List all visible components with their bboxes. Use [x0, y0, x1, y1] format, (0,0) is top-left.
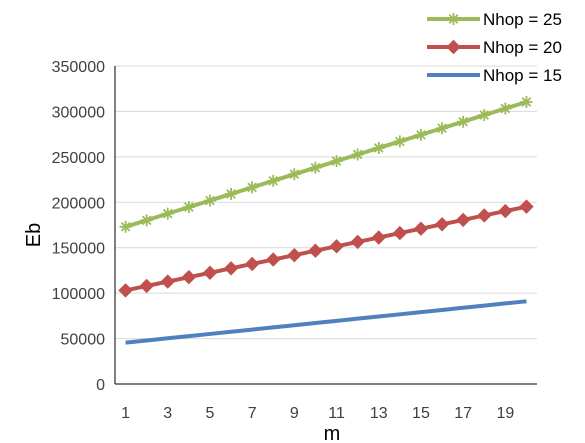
series-1 — [118, 199, 534, 298]
y-tick-label: 200000 — [52, 195, 105, 212]
x-tick-label: 11 — [328, 405, 345, 422]
data-point — [223, 261, 239, 276]
data-point — [160, 274, 175, 289]
gridlines — [115, 65, 537, 340]
data-point — [203, 194, 216, 207]
data-point — [287, 247, 302, 263]
data-point — [350, 234, 365, 250]
y-tick-label: 350000 — [52, 59, 105, 76]
legend-item: Nhop = 25 — [427, 10, 562, 29]
x-tick-label: 19 — [496, 405, 514, 422]
legend-item: Nhop = 15 — [427, 66, 562, 85]
axes — [114, 66, 537, 385]
series-0 — [119, 95, 533, 233]
legend-label: Nhop = 20 — [483, 38, 562, 57]
x-tick-label: 15 — [412, 405, 430, 422]
data-point — [436, 122, 449, 135]
series-line — [125, 299, 527, 345]
y-tick-label: 250000 — [52, 150, 105, 167]
data-point — [308, 243, 323, 258]
data-point — [393, 135, 406, 148]
y-tick-label: 300000 — [52, 104, 105, 121]
data-point — [140, 214, 153, 227]
data-point — [498, 203, 513, 219]
x-tick-labels: 1 3 5 7 9 11 13 15 17 19 — [121, 405, 514, 422]
data-point — [372, 141, 385, 154]
data-point — [267, 174, 280, 187]
data-point — [266, 252, 281, 267]
data-point — [119, 220, 132, 233]
data-point — [499, 102, 512, 115]
legend-label: Nhop = 25 — [483, 10, 562, 29]
data-point — [225, 187, 238, 200]
y-tick-label: 100000 — [52, 286, 105, 303]
data-point — [330, 155, 343, 168]
data-point — [371, 230, 386, 245]
data-point — [246, 181, 259, 194]
data-point — [139, 278, 154, 294]
data-point — [118, 283, 133, 298]
data-point — [392, 225, 408, 241]
data-point — [520, 95, 533, 108]
x-tick-label: 3 — [163, 405, 172, 422]
data-point — [244, 256, 260, 272]
y-tick-label: 150000 — [52, 241, 105, 258]
y-axis-label: Eb — [23, 223, 45, 247]
data-point — [477, 208, 492, 223]
x-tick-label: 7 — [248, 405, 257, 422]
x-tick-label: 13 — [370, 405, 388, 422]
series-group — [118, 95, 534, 345]
legend-marker — [446, 39, 461, 55]
data-point — [478, 109, 491, 122]
x-tick-label: 5 — [205, 405, 214, 422]
series-line — [124, 100, 528, 229]
data-point — [351, 148, 364, 161]
data-point — [182, 201, 195, 214]
y-tick-label: 50000 — [61, 332, 106, 349]
data-point — [455, 212, 471, 228]
x-tick-label: 1 — [121, 405, 130, 422]
legend-marker — [447, 13, 460, 25]
data-point — [519, 199, 534, 214]
legend: Nhop = 25 Nhop = 20 Nhop = 15 — [427, 10, 562, 85]
data-point — [457, 115, 470, 128]
data-point — [288, 168, 301, 181]
x-axis-label: m — [324, 423, 341, 443]
data-point — [161, 207, 174, 220]
legend-item: Nhop = 20 — [427, 38, 562, 57]
data-point — [181, 269, 197, 285]
y-tick-labels: 0 50000 100000 150000 200000 250000 300000 3500… — [52, 59, 105, 394]
x-tick-label: 9 — [290, 405, 299, 422]
data-point — [434, 217, 450, 232]
data-point — [309, 161, 322, 174]
legend-label: Nhop = 15 — [483, 66, 562, 85]
data-point — [413, 221, 429, 236]
x-tick-label: 17 — [454, 405, 472, 422]
series-2 — [125, 299, 527, 345]
data-point — [414, 128, 427, 141]
data-point — [202, 265, 218, 280]
data-point — [329, 239, 344, 254]
y-tick-label: 0 — [96, 377, 105, 394]
